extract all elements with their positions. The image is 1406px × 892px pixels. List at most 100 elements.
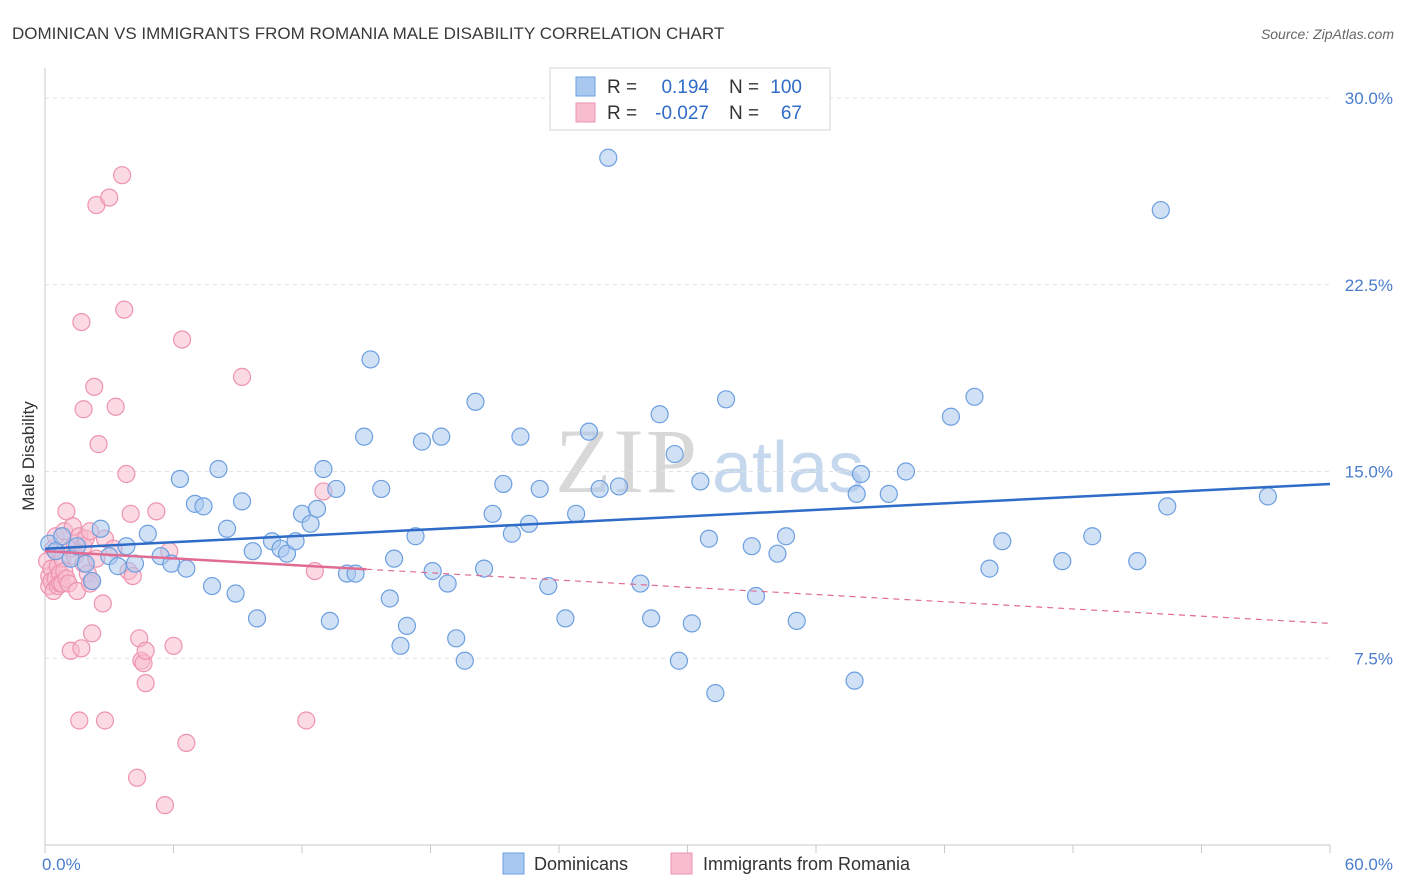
romania-point-48: [106, 397, 125, 416]
y-tick-label-2: 22.5%: [1345, 276, 1393, 295]
dominicans-point-49: [438, 574, 457, 593]
bottom-legend-label-dominicans: Dominicans: [534, 854, 628, 874]
bottom-legend-swatch-dominicans: [502, 852, 525, 875]
dominicans-point-60: [539, 576, 558, 596]
dominicans-point-67: [631, 574, 650, 593]
dominicans-point-68: [641, 609, 661, 628]
dominicans-point-18: [194, 497, 213, 516]
dominicans-point-35: [327, 479, 346, 499]
dominicans-point-22: [226, 584, 245, 603]
romania-point-62: [155, 796, 175, 815]
dominicans-point-15: [170, 469, 190, 489]
romania-point-32: [74, 400, 93, 419]
dominicans-point-75: [706, 684, 725, 703]
legend-r-label-1: R =: [607, 77, 637, 98]
legend-n-label-1: N =: [729, 77, 759, 98]
dominicans-point-9: [108, 557, 127, 576]
dominicans-point-39: [361, 350, 380, 369]
dominicans-point-55: [494, 474, 513, 494]
dominicans-point-64: [590, 479, 609, 499]
watermark-atlas: atlas: [712, 428, 864, 508]
dominicans-point-34: [320, 611, 339, 631]
dominicans-point-44: [397, 616, 417, 635]
dominicans-point-41: [380, 589, 399, 608]
romania-point-66: [177, 733, 196, 753]
dominicans-point-7: [91, 519, 110, 538]
legend-n-label-2: N =: [729, 103, 759, 124]
trend-line-romania-dashed: [366, 568, 1331, 624]
series-romania-points: [38, 166, 333, 815]
chart-title: DOMINICAN VS IMMIGRANTS FROM ROMANIA MAL…: [12, 24, 724, 43]
dominicans-point-25: [247, 609, 267, 628]
stats-legend: R = 0.194 N = 100 R = -0.027 N = 67: [549, 67, 831, 131]
dominicans-point-65: [599, 148, 618, 167]
dominicans-point-77: [742, 537, 761, 556]
dominicans-point-96: [1258, 487, 1277, 506]
dominicans-point-21: [217, 519, 237, 538]
romania-point-46: [100, 188, 119, 207]
romania-point-42: [89, 435, 108, 454]
dominicans-point-19: [202, 576, 222, 596]
dominicans-point-76: [716, 390, 736, 409]
dominicans-point-59: [530, 479, 549, 499]
romania-point-51: [117, 464, 136, 484]
romania-point-61: [147, 502, 166, 521]
romania-point-49: [112, 166, 132, 185]
romania-point-28: [72, 639, 91, 658]
romania-point-65: [172, 330, 192, 349]
dominicans-point-78: [746, 586, 766, 606]
romania-point-59: [136, 674, 155, 693]
romania-point-50: [115, 300, 134, 319]
legend-r-value-1: 0.194: [661, 77, 709, 98]
dominicans-point-90: [993, 532, 1012, 551]
dominicans-point-88: [965, 387, 984, 406]
dominicans-point-52: [466, 392, 485, 411]
romania-point-55: [127, 768, 147, 787]
dominicans-point-45: [406, 527, 425, 546]
dominicans-point-42: [384, 549, 404, 568]
dominicans-point-79: [768, 544, 787, 563]
dominicans-point-66: [609, 477, 629, 496]
dominicans-point-28: [277, 544, 297, 563]
romania-point-29: [72, 313, 91, 332]
romania-point-67: [232, 367, 252, 386]
dominicans-point-83: [847, 484, 866, 504]
dominicans-point-82: [845, 671, 864, 690]
dominicans-point-48: [432, 427, 451, 446]
x-tick-label-min: 0.0%: [42, 855, 81, 874]
stats-legend-box: [549, 67, 831, 131]
dominicans-point-46: [412, 432, 432, 451]
romania-point-45: [95, 711, 115, 730]
dominicans-point-5: [76, 554, 95, 573]
dominicans-point-57: [511, 427, 530, 446]
dominicans-point-81: [787, 611, 806, 631]
y-tick-label-3: 30.0%: [1345, 89, 1393, 108]
trend-line-dominicans: [44, 482, 1331, 550]
dominicans-point-85: [879, 484, 898, 504]
dominicans-point-56: [502, 524, 521, 543]
legend-n-value-1: 100: [770, 77, 802, 98]
romania-point-27: [70, 711, 89, 730]
dominicans-point-74: [699, 529, 719, 548]
dominicans-point-73: [691, 472, 710, 491]
dominicans-point-84: [851, 464, 871, 484]
dominicans-point-87: [941, 407, 961, 426]
dominicans-point-2: [53, 527, 72, 546]
romania-point-39: [85, 377, 104, 396]
dominicans-point-92: [1083, 527, 1102, 546]
dominicans-point-47: [423, 561, 442, 581]
dominicans-point-53: [474, 559, 494, 578]
dominicans-point-89: [980, 559, 999, 578]
y-tick-label-1: 15.0%: [1345, 463, 1393, 482]
legend-r-label-2: R =: [607, 103, 637, 124]
dominicans-point-71: [669, 651, 689, 670]
y-tick-label-0: 7.5%: [1354, 649, 1393, 668]
dominicans-point-54: [483, 504, 502, 523]
legend-n-value-2: 67: [781, 103, 802, 124]
dominicans-point-91: [1053, 552, 1072, 571]
dominicans-point-51: [455, 651, 474, 670]
dominicans-point-80: [776, 527, 796, 546]
dominicans-point-93: [1128, 552, 1147, 571]
dominicans-point-12: [138, 524, 157, 543]
y-axis-tick-labels: 7.5% 15.0% 22.5% 30.0%: [1345, 89, 1393, 668]
